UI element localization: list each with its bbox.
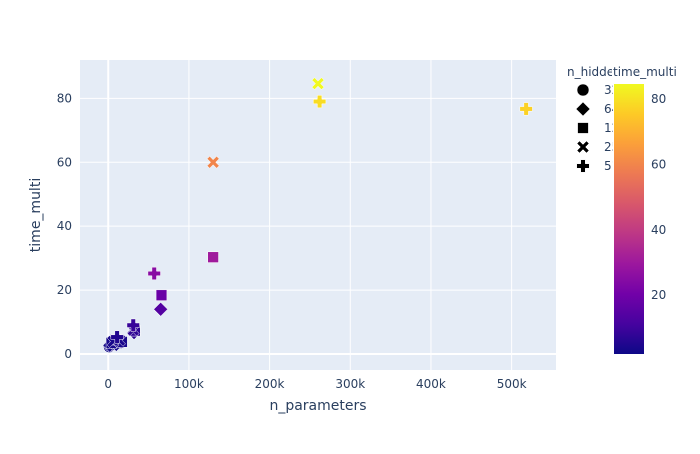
- colorbar: time_multi 20 40 60 80: [612, 64, 682, 354]
- legend-item[interactable]: 512: [576, 159, 627, 173]
- colorbar-gradient: [614, 84, 644, 354]
- data-point-diamond[interactable]: [153, 302, 168, 317]
- legend-item[interactable]: 32: [576, 83, 619, 97]
- legend-symbol-diamond[interactable]: [575, 101, 591, 117]
- y-tick-label: 20: [57, 283, 72, 297]
- data-points[interactable]: [102, 77, 533, 353]
- colorbar-tick-label: 80: [651, 92, 666, 106]
- plot-background: [80, 60, 556, 370]
- data-point-x[interactable]: [311, 77, 325, 91]
- x-axis-title: n_parameters: [269, 398, 366, 414]
- legend-item-label: 64: [604, 102, 619, 116]
- data-point-cross[interactable]: [147, 266, 161, 281]
- x-tick-label: 100k: [174, 377, 204, 391]
- y-tick-labels: 0 20 40 60 80: [57, 91, 72, 361]
- legend-item-label: 512: [604, 159, 627, 173]
- legend-item-label: 128: [604, 121, 627, 135]
- legend-item-label: 256: [604, 140, 627, 154]
- y-axis-title: time_multi: [28, 178, 44, 252]
- y-tick-label: 80: [57, 91, 72, 105]
- legend-symbol-square[interactable]: [577, 122, 589, 134]
- data-point-x[interactable]: [206, 155, 220, 169]
- colorbar-tick-label: 40: [651, 223, 666, 237]
- x-tick-label: 500k: [497, 377, 527, 391]
- legend-symbol-cross[interactable]: [576, 159, 590, 173]
- legend-item[interactable]: 256: [576, 140, 627, 154]
- y-tick-label: 40: [57, 219, 72, 233]
- data-point-cross[interactable]: [313, 94, 327, 109]
- data-point-square[interactable]: [207, 251, 219, 263]
- data-point-cross[interactable]: [110, 330, 124, 344]
- data-point-square[interactable]: [155, 289, 168, 301]
- x-tick-labels: 0 100k 200k 300k 400k 500k: [104, 377, 526, 391]
- symbol-legend[interactable]: n_hidden 32 64 128 256 512: [567, 65, 627, 173]
- legend-item[interactable]: 64: [575, 101, 619, 117]
- x-tick-label: 300k: [335, 377, 365, 391]
- colorbar-title: time_multi: [613, 65, 677, 79]
- colorbar-title-bg: [612, 64, 682, 80]
- data-point-cross[interactable]: [126, 318, 140, 332]
- colorbar-tick-label: 60: [651, 157, 666, 171]
- y-tick-label: 0: [64, 347, 72, 361]
- legend-item[interactable]: 128: [577, 121, 627, 135]
- y-tick-label: 60: [57, 155, 72, 169]
- legend-item-label: 32: [604, 83, 619, 97]
- x-tick-label: 400k: [416, 377, 446, 391]
- data-point-cross[interactable]: [519, 102, 533, 116]
- x-tick-label: 200k: [255, 377, 285, 391]
- legend-symbol-x[interactable]: [576, 140, 590, 154]
- legend-title: n_hidden: [567, 65, 622, 79]
- legend-symbol-circle[interactable]: [576, 83, 590, 97]
- colorbar-tick-label: 20: [651, 288, 666, 302]
- x-tick-label: 0: [104, 377, 112, 391]
